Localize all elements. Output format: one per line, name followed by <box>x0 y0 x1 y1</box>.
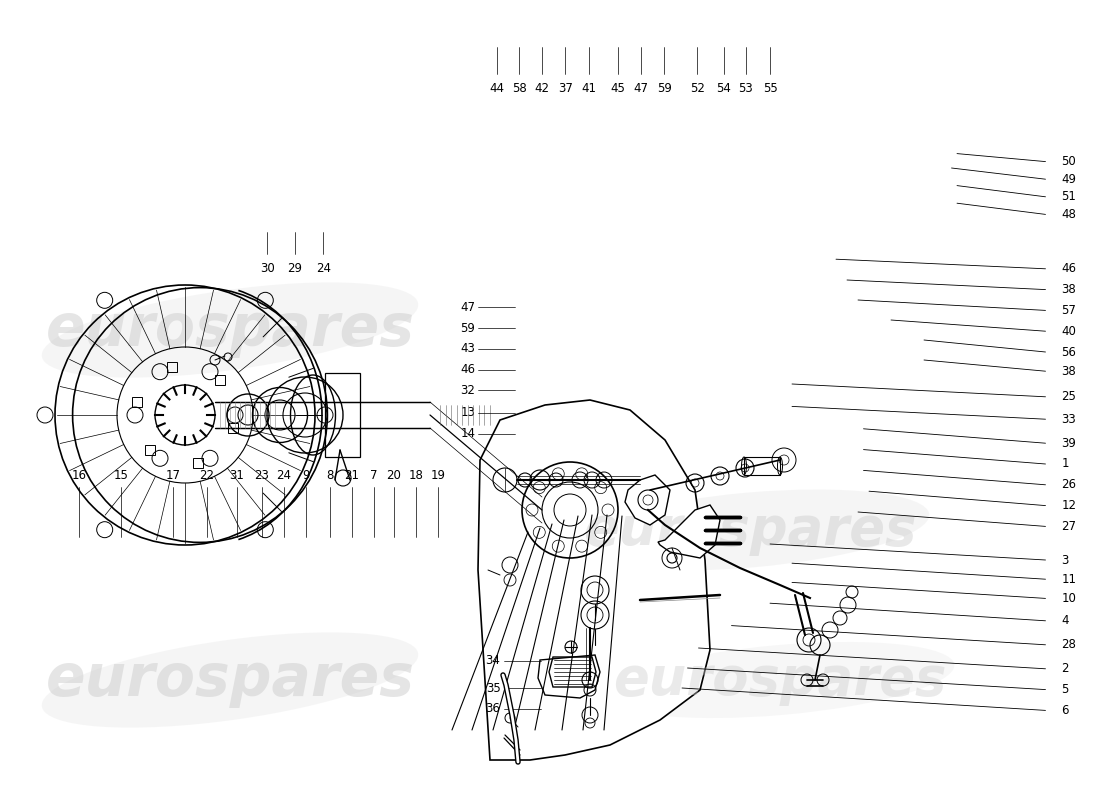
Text: 24: 24 <box>276 470 292 482</box>
Text: 47: 47 <box>634 82 649 94</box>
Text: 59: 59 <box>460 322 475 334</box>
Polygon shape <box>324 373 360 457</box>
Text: 22: 22 <box>199 470 214 482</box>
Text: 59: 59 <box>657 82 672 94</box>
Text: 15: 15 <box>113 470 129 482</box>
Text: 32: 32 <box>460 384 475 397</box>
Text: 20: 20 <box>386 470 402 482</box>
Text: eurospares: eurospares <box>583 504 916 556</box>
Text: 34: 34 <box>485 654 501 667</box>
Text: 46: 46 <box>460 363 475 376</box>
Text: 8: 8 <box>327 470 333 482</box>
Text: 43: 43 <box>460 342 475 355</box>
Ellipse shape <box>571 490 930 570</box>
Text: 9: 9 <box>302 470 309 482</box>
Text: 21: 21 <box>344 470 360 482</box>
Text: 56: 56 <box>1062 346 1077 358</box>
Text: 55: 55 <box>762 82 778 94</box>
Text: 18: 18 <box>408 470 424 482</box>
Text: 41: 41 <box>581 82 596 94</box>
Text: 58: 58 <box>512 82 527 94</box>
Text: 45: 45 <box>610 82 626 94</box>
Text: 5: 5 <box>1062 683 1069 696</box>
Ellipse shape <box>42 632 418 728</box>
Text: 7: 7 <box>371 470 377 482</box>
Text: 26: 26 <box>1062 478 1077 491</box>
Text: 40: 40 <box>1062 325 1077 338</box>
Text: 48: 48 <box>1062 208 1077 221</box>
Polygon shape <box>744 457 780 475</box>
Text: 17: 17 <box>165 470 180 482</box>
Text: eurospares: eurospares <box>45 302 415 358</box>
Text: 24: 24 <box>316 262 331 275</box>
Text: 4: 4 <box>1062 614 1069 627</box>
Text: 38: 38 <box>1062 365 1076 378</box>
Text: 44: 44 <box>490 82 505 94</box>
Text: 28: 28 <box>1062 638 1077 651</box>
Text: 39: 39 <box>1062 437 1077 450</box>
Text: 1: 1 <box>1062 458 1069 470</box>
Text: 6: 6 <box>1062 704 1069 717</box>
Text: eurospares: eurospares <box>614 654 947 706</box>
Text: 33: 33 <box>1062 413 1076 426</box>
Text: 57: 57 <box>1062 304 1077 317</box>
Polygon shape <box>478 400 710 760</box>
Polygon shape <box>625 475 670 525</box>
Text: 49: 49 <box>1062 173 1077 186</box>
Text: 11: 11 <box>1062 573 1077 586</box>
Polygon shape <box>658 505 720 558</box>
Text: 31: 31 <box>229 470 244 482</box>
Text: 14: 14 <box>460 427 475 440</box>
Ellipse shape <box>42 282 418 378</box>
Text: 35: 35 <box>486 682 500 694</box>
Text: 36: 36 <box>485 702 501 715</box>
Text: 25: 25 <box>1062 390 1077 403</box>
Text: 23: 23 <box>254 470 270 482</box>
Text: 2: 2 <box>1062 662 1069 675</box>
Ellipse shape <box>606 642 955 718</box>
Text: 47: 47 <box>460 301 475 314</box>
Polygon shape <box>538 655 600 698</box>
Text: 10: 10 <box>1062 592 1077 605</box>
Text: 27: 27 <box>1062 520 1077 533</box>
Text: 29: 29 <box>287 262 303 275</box>
Text: 12: 12 <box>1062 499 1077 512</box>
Text: 51: 51 <box>1062 190 1077 203</box>
Text: 54: 54 <box>716 82 732 94</box>
Text: 42: 42 <box>535 82 550 94</box>
Text: 53: 53 <box>738 82 754 94</box>
Text: 38: 38 <box>1062 283 1076 296</box>
Text: 3: 3 <box>1062 554 1069 566</box>
Text: 37: 37 <box>558 82 573 94</box>
Text: 13: 13 <box>460 406 475 419</box>
Text: 50: 50 <box>1062 155 1076 168</box>
Text: eurospares: eurospares <box>45 651 415 709</box>
Text: 52: 52 <box>690 82 705 94</box>
Text: 46: 46 <box>1062 262 1077 275</box>
Text: 16: 16 <box>72 470 87 482</box>
Text: 30: 30 <box>260 262 275 275</box>
Text: 19: 19 <box>430 470 446 482</box>
